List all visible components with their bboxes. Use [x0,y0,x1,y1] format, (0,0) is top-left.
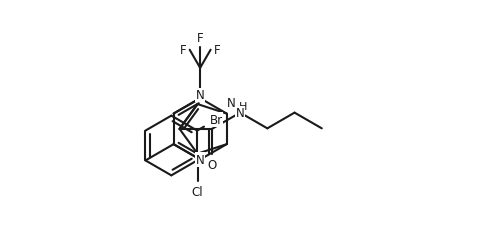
Text: F: F [214,44,220,57]
Text: F: F [197,32,204,45]
Text: N: N [196,153,205,166]
Text: Br: Br [210,114,223,126]
Text: N: N [236,107,245,120]
Text: O: O [208,158,217,171]
Text: H: H [239,102,247,112]
Text: N: N [196,89,205,102]
Text: F: F [180,44,187,57]
Text: Cl: Cl [192,185,204,198]
Text: N: N [227,97,235,110]
